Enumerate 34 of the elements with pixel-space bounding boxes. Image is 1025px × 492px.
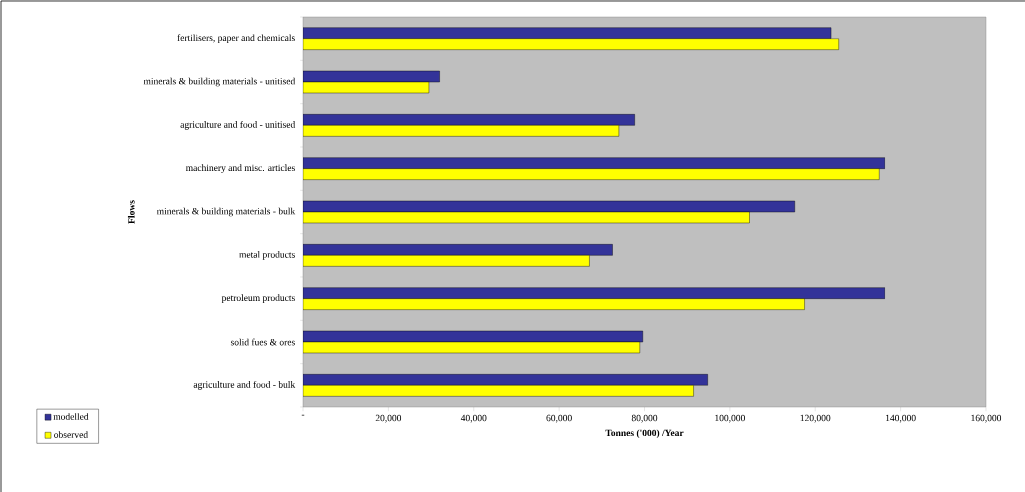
legend-label: observed bbox=[54, 431, 88, 438]
x-tick-label: - bbox=[301, 414, 305, 416]
x-tick-label: 80,000 bbox=[631, 414, 658, 423]
bar bbox=[303, 125, 620, 137]
x-tick-label: 120,000 bbox=[800, 414, 831, 423]
x-axis-title: Tonnes ('000) /Year bbox=[605, 429, 684, 439]
y-tick-label: petroleum products bbox=[221, 294, 295, 303]
x-tick-label: 60,000 bbox=[546, 414, 572, 423]
bar bbox=[303, 374, 708, 386]
x-tick-label: 20,000 bbox=[375, 414, 402, 423]
bar bbox=[303, 157, 886, 169]
bar bbox=[303, 168, 880, 180]
y-tick-label: metal products bbox=[239, 251, 295, 260]
bar bbox=[303, 287, 886, 299]
y-tick-label: agriculture and food - bulk bbox=[193, 380, 296, 390]
x-tick-label: 100,000 bbox=[715, 414, 745, 423]
bar bbox=[303, 298, 805, 310]
y-axis-title: Flows bbox=[127, 200, 135, 224]
x-tick-label: 160,000 bbox=[971, 414, 1002, 423]
y-tick-label: fertilisers, paper and chemicals bbox=[177, 34, 295, 44]
x-tick-label: 140,000 bbox=[886, 414, 916, 423]
bar bbox=[303, 385, 694, 397]
bar bbox=[303, 27, 832, 39]
y-tick-label: machinery and misc. articles bbox=[185, 164, 295, 173]
legend-label: modelled bbox=[53, 413, 89, 420]
bar bbox=[303, 255, 590, 267]
y-tick-label: minerals & building materials - bulk bbox=[156, 207, 296, 217]
y-tick-label: agriculture and food - unitised bbox=[180, 120, 296, 130]
y-tick-label: minerals & building materials - unitised bbox=[143, 77, 296, 87]
y-tick-label: solid fues & ores bbox=[230, 338, 295, 346]
bar bbox=[303, 114, 635, 126]
bar bbox=[303, 38, 839, 50]
x-tick-label: 40,000 bbox=[460, 414, 487, 423]
bar bbox=[303, 244, 613, 256]
